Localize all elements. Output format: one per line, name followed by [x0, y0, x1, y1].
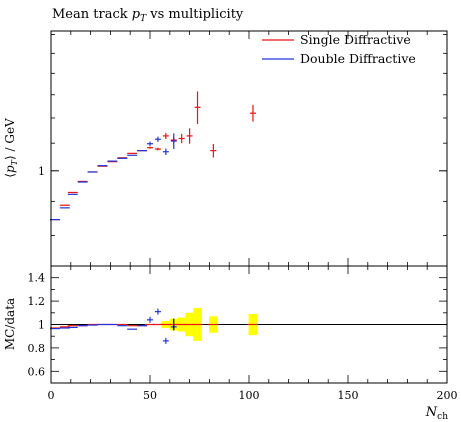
ratio-panel-ticks: 0.6 0.8 1 1.2 1.4 — [28, 265, 447, 384]
ratio-y-axis-label: MC/data — [3, 298, 17, 350]
legend: Single Diffractive Double Diffractive — [262, 32, 416, 66]
ratio-y-tick-label: 1 — [38, 319, 45, 332]
x-tick-label: 150 — [338, 389, 359, 402]
main-y-tick-label: 1 — [38, 165, 45, 178]
x-tick-label: 100 — [239, 389, 260, 402]
legend-label-double-diffractive: Double Diffractive — [300, 51, 416, 66]
ratio-panel-frame — [50, 265, 448, 384]
ratio-y-tick-label: 1.4 — [28, 272, 46, 285]
chart-title: Mean track pT vs multiplicity — [52, 7, 244, 24]
main-panel-series — [50, 91, 256, 221]
ratio-y-tick-label: 0.8 — [28, 342, 46, 355]
legend-label-single-diffractive: Single Diffractive — [300, 32, 411, 47]
main-panel-frame — [50, 30, 448, 267]
x-tick-label: 50 — [143, 389, 157, 402]
ratio-panel-series — [50, 308, 258, 344]
main-y-axis-label: ⟨pT⟩ / GeV — [3, 118, 19, 178]
ratio-y-tick-label: 0.6 — [28, 365, 46, 378]
main-panel-ticks: 1 — [38, 31, 448, 266]
x-axis-label: Nch — [425, 405, 448, 422]
ratio-y-tick-label: 1.2 — [28, 295, 46, 308]
x-tick-label: 200 — [437, 389, 458, 402]
x-axis-ticks: 0 50 100 150 200 — [48, 266, 458, 402]
x-tick-label: 0 — [48, 389, 55, 402]
